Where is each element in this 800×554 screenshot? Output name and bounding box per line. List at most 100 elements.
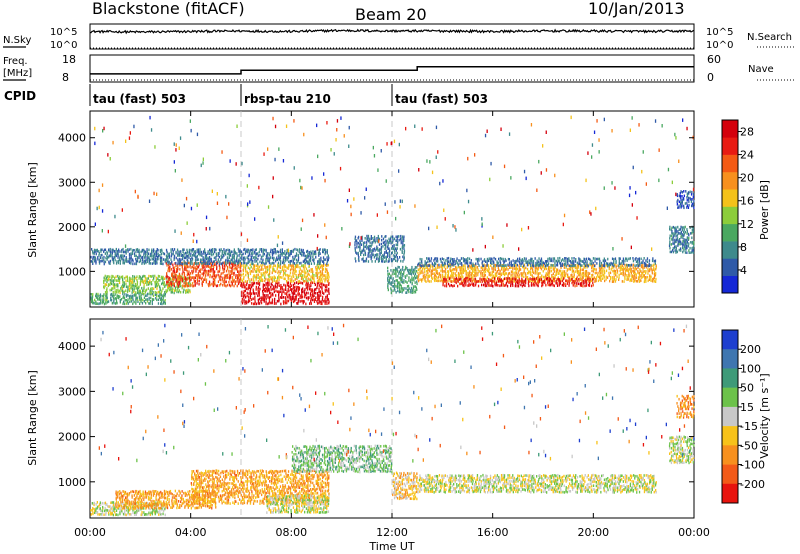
range-cell (103, 262, 105, 266)
range-cell (289, 260, 291, 263)
range-cell (684, 230, 686, 234)
range-cell (121, 208, 123, 212)
range-cell (300, 253, 303, 257)
range-cell (563, 276, 566, 279)
range-cell (528, 280, 531, 283)
range-cell (505, 266, 508, 270)
range-cell (502, 270, 505, 274)
range-cell (525, 259, 527, 263)
range-cell (165, 261, 167, 265)
range-cell (478, 257, 480, 261)
range-cell (396, 251, 398, 255)
range-cell (206, 262, 208, 265)
range-cell (467, 271, 469, 275)
noise-tick-left-bottom: 10^0 (50, 40, 77, 51)
range-cell (258, 277, 261, 281)
range-cell (140, 297, 142, 300)
range-cell (306, 249, 309, 253)
range-cell (139, 302, 141, 305)
range-cell (243, 263, 245, 267)
range-cell (684, 202, 686, 205)
range-cell (581, 277, 583, 281)
range-cell (424, 267, 426, 271)
range-cell (231, 267, 233, 271)
range-cell (276, 280, 278, 283)
range-cell (168, 263, 170, 267)
range-cell (361, 237, 363, 241)
range-cell (528, 278, 530, 281)
range-cell (272, 266, 274, 269)
range-cell (248, 252, 251, 256)
noise-panel-frame (89, 23, 695, 50)
range-cell (233, 264, 235, 267)
range-cell (564, 257, 566, 260)
range-cell (592, 257, 595, 260)
range-cell (544, 264, 547, 268)
range-cell (452, 279, 455, 283)
range-cell (607, 257, 609, 261)
range-cell (273, 268, 275, 271)
range-cell (690, 200, 693, 203)
range-cell (303, 251, 305, 255)
range-cell (511, 280, 513, 284)
range-cell (152, 256, 155, 259)
range-cell (286, 256, 288, 259)
range-cell (256, 259, 258, 263)
range-cell (449, 259, 451, 263)
range-cell (260, 300, 262, 303)
range-cell (418, 168, 420, 172)
range-cell (366, 245, 368, 249)
range-cell (390, 237, 392, 240)
range-cell (268, 297, 271, 301)
range-cell (252, 278, 254, 281)
range-cell (218, 255, 220, 259)
range-cell (398, 238, 400, 242)
range-cell (384, 247, 386, 250)
range-cell (653, 259, 655, 263)
range-cell (200, 277, 203, 281)
range-cell (210, 248, 213, 252)
range-cell (437, 150, 439, 154)
range-cell (531, 266, 533, 270)
range-cell (140, 256, 142, 259)
range-cell (132, 275, 134, 278)
range-cell (301, 299, 303, 303)
range-cell (558, 281, 560, 285)
range-cell (296, 265, 298, 269)
range-cell (146, 283, 148, 287)
range-cell (144, 294, 147, 297)
range-cell (687, 206, 690, 209)
range-cell (679, 228, 682, 231)
range-cell (626, 275, 628, 279)
range-cell (230, 276, 232, 279)
range-cell (178, 257, 181, 261)
range-cell (318, 258, 320, 261)
range-cell (323, 274, 325, 277)
range-cell (99, 293, 102, 296)
range-cell (114, 253, 116, 257)
range-cell (104, 277, 106, 281)
range-cell (403, 235, 405, 239)
range-cell (101, 256, 103, 260)
range-cell (107, 256, 109, 259)
range-cell (482, 274, 484, 277)
range-cell (190, 272, 192, 275)
range-cell (108, 283, 110, 286)
range-cell (233, 248, 235, 251)
range-cell (666, 206, 668, 210)
range-cell (245, 287, 248, 291)
range-cell (435, 125, 438, 130)
range-cell (103, 248, 106, 252)
range-cell (355, 239, 357, 242)
range-cell (128, 136, 131, 140)
range-cell (515, 266, 518, 270)
range-cell (103, 293, 105, 296)
range-cell (683, 245, 686, 248)
range-cell (667, 167, 670, 172)
range-cell (193, 284, 195, 288)
range-cell (232, 272, 234, 275)
range-cell (417, 268, 419, 271)
range-cell (145, 289, 147, 292)
range-cell (584, 272, 586, 275)
range-cell (214, 248, 216, 251)
